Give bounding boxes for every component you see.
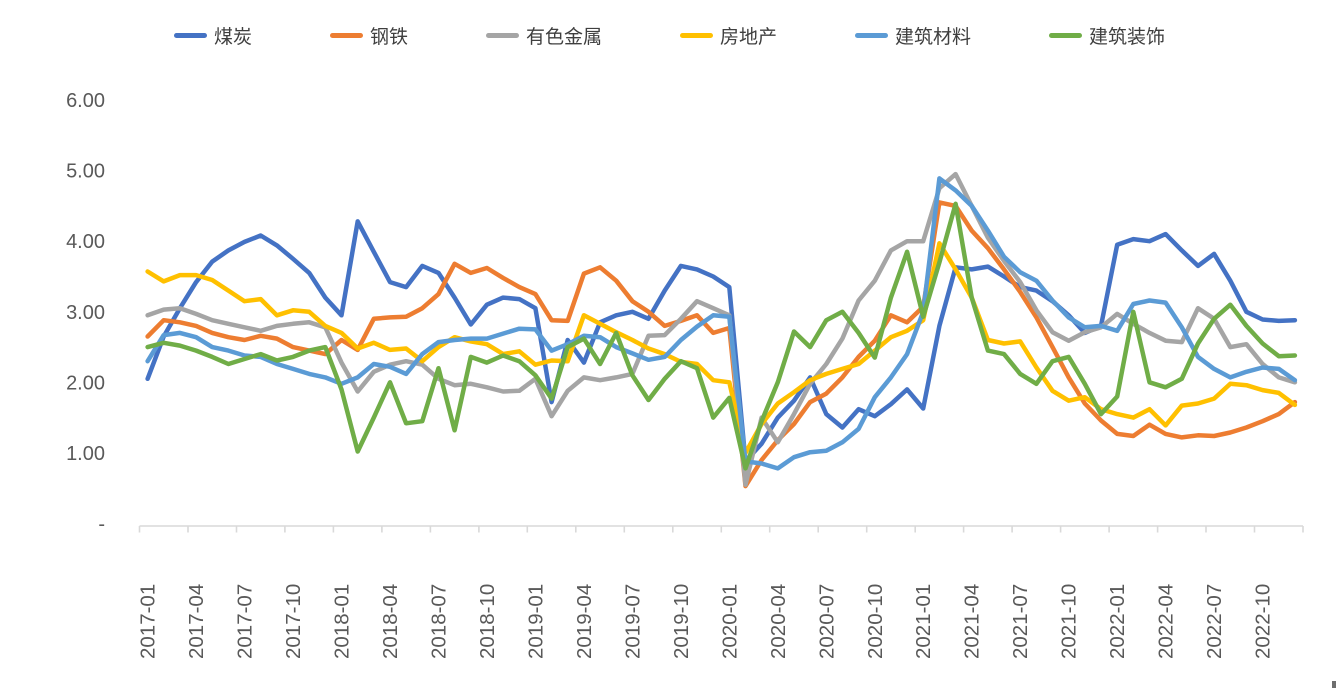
legend-line-swatch (680, 33, 713, 38)
y-axis-tick-label: 4.00 (66, 231, 105, 253)
legend-item-建筑装饰[interactable]: 建筑装饰 (1049, 22, 1165, 49)
x-axis-tick-label: 2020-10 (864, 584, 887, 659)
y-axis-tick-label: 2.00 (66, 372, 105, 394)
x-axis-tick-label: 2021-04 (961, 584, 984, 659)
x-axis-tick-label: 2020-01 (718, 584, 741, 659)
legend-label: 建筑装饰 (1089, 27, 1166, 48)
x-axis-tick-label: 2022-07 (1203, 584, 1226, 659)
chart-legend: 煤炭 钢铁 有色金属 房地产 建筑材料 建筑装饰 (0, 22, 1339, 49)
y-axis-tick-label: 1.00 (66, 443, 105, 465)
legend-item-有色金属[interactable]: 有色金属 (485, 22, 602, 49)
screen-artifact-dot (1332, 681, 1336, 688)
y-axis-tick-label: 3.00 (66, 302, 105, 324)
x-axis-tick-label: 2017-10 (282, 584, 305, 659)
series-line-建筑装饰 (145, 201, 1298, 471)
x-axis-tick-label: 2018-07 (428, 584, 451, 659)
legend-line-swatch (1049, 33, 1083, 38)
legend-line-swatch (485, 33, 519, 38)
legend-line-swatch (173, 33, 207, 38)
legend-item-煤炭[interactable]: 煤炭 (173, 22, 252, 49)
x-axis-tick-label: 2018-01 (331, 584, 354, 659)
x-axis-tick-label: 2022-10 (1252, 584, 1275, 659)
legend-label: 房地产 (720, 27, 778, 48)
x-axis-tick-label: 2018-10 (476, 584, 499, 659)
x-axis-tick-label: 2019-04 (573, 584, 596, 659)
x-axis-tick-label: 2017-01 (137, 584, 160, 659)
legend-label: 建筑材料 (895, 27, 972, 48)
legend-item-钢铁[interactable]: 钢铁 (329, 22, 408, 49)
x-axis-tick-label: 2022-01 (1106, 584, 1129, 659)
x-axis-tick-label: 2021-01 (912, 584, 935, 659)
y-axis-tick-label: 6.00 (66, 90, 105, 112)
x-axis-tick-label: 2019-10 (670, 584, 693, 659)
y-axis-tick-label: 5.00 (66, 161, 105, 183)
x-axis-tick-label: 2017-04 (185, 584, 208, 659)
x-axis-tick-label: 2022-04 (1155, 584, 1178, 659)
legend-item-房地产[interactable]: 房地产 (680, 22, 777, 49)
y-axis-tick-label: - (98, 514, 105, 536)
x-axis-tick-label: 2020-04 (767, 584, 790, 659)
x-axis-tick-label: 2017-07 (234, 584, 257, 659)
x-axis-tick-label: 2021-07 (1009, 584, 1032, 659)
legend-label: 有色金属 (525, 27, 602, 48)
x-axis-tick-label: 2020-07 (815, 584, 838, 659)
x-axis-tick-label: 2019-07 (621, 584, 644, 659)
series-line-煤炭 (145, 219, 1298, 464)
legend-item-建筑材料[interactable]: 建筑材料 (855, 22, 971, 49)
x-axis-tick-label: 2018-04 (379, 584, 402, 659)
legend-label: 钢铁 (369, 27, 408, 48)
x-axis-tick-label: 2019-01 (524, 584, 547, 659)
legend-line-swatch (855, 33, 889, 38)
legend-line-swatch (329, 33, 363, 38)
legend-label: 煤炭 (213, 27, 252, 48)
series-line-钢铁 (145, 200, 1298, 489)
x-axis-tick-label: 2021-10 (1058, 584, 1081, 659)
